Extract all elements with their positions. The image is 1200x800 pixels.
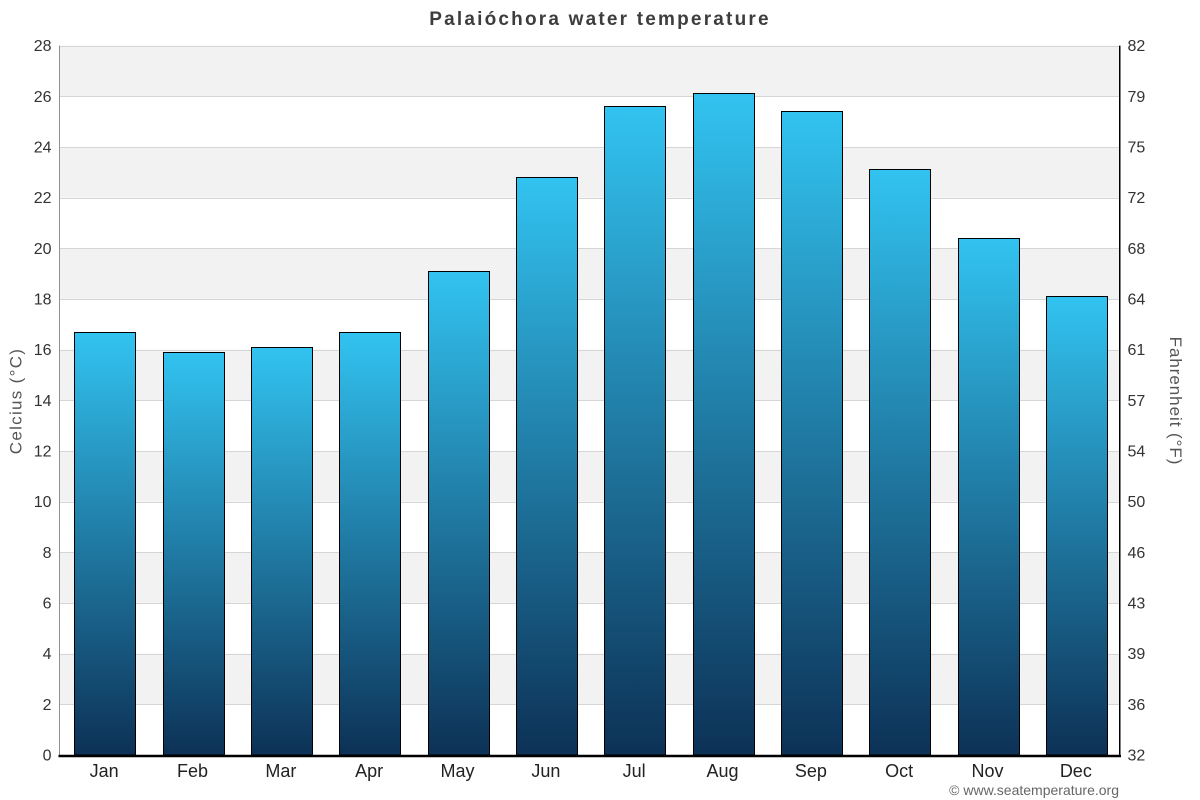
- svg-text:Jun: Jun: [531, 761, 560, 781]
- svg-text:2: 2: [43, 697, 52, 714]
- svg-text:10: 10: [34, 494, 52, 511]
- svg-text:14: 14: [34, 393, 52, 410]
- svg-text:26: 26: [34, 89, 52, 106]
- svg-text:Celcius (°C): Celcius (°C): [7, 348, 26, 454]
- svg-text:46: 46: [1128, 545, 1146, 562]
- svg-text:4: 4: [43, 646, 52, 663]
- svg-text:Oct: Oct: [885, 761, 913, 781]
- svg-text:18: 18: [34, 292, 52, 309]
- svg-text:Feb: Feb: [177, 761, 208, 781]
- svg-text:24: 24: [34, 140, 52, 157]
- svg-text:79: 79: [1128, 89, 1146, 106]
- svg-text:6: 6: [43, 596, 52, 613]
- svg-text:75: 75: [1128, 140, 1146, 157]
- svg-text:Jul: Jul: [623, 761, 646, 781]
- svg-text:22: 22: [34, 190, 52, 207]
- svg-text:28: 28: [34, 38, 52, 55]
- svg-text:68: 68: [1128, 241, 1146, 258]
- svg-text:Palaióchora water temperature: Palaióchora water temperature: [429, 9, 771, 30]
- svg-text:Nov: Nov: [971, 761, 1003, 781]
- svg-text:43: 43: [1128, 596, 1146, 613]
- svg-text:32: 32: [1128, 748, 1146, 765]
- svg-text:Sep: Sep: [795, 761, 827, 781]
- svg-text:50: 50: [1128, 494, 1146, 511]
- svg-text:61: 61: [1128, 342, 1146, 359]
- svg-text:May: May: [440, 761, 474, 781]
- svg-text:Fahrenheit (°F): Fahrenheit (°F): [1166, 337, 1185, 466]
- svg-text:54: 54: [1128, 444, 1146, 461]
- svg-text:Aug: Aug: [706, 761, 738, 781]
- svg-text:82: 82: [1128, 38, 1146, 55]
- svg-text:64: 64: [1128, 292, 1146, 309]
- svg-text:39: 39: [1128, 646, 1146, 663]
- svg-text:16: 16: [34, 342, 52, 359]
- svg-text:0: 0: [43, 748, 52, 765]
- svg-text:36: 36: [1128, 697, 1146, 714]
- svg-text:57: 57: [1128, 393, 1146, 410]
- svg-text:12: 12: [34, 444, 52, 461]
- svg-text:Apr: Apr: [355, 761, 383, 781]
- svg-text:Dec: Dec: [1060, 761, 1092, 781]
- svg-text:Jan: Jan: [90, 761, 119, 781]
- svg-text:72: 72: [1128, 190, 1146, 207]
- svg-text:20: 20: [34, 241, 52, 258]
- svg-text:8: 8: [43, 545, 52, 562]
- svg-text:© www.seatemperature.org: © www.seatemperature.org: [949, 782, 1119, 798]
- svg-text:Mar: Mar: [265, 761, 296, 781]
